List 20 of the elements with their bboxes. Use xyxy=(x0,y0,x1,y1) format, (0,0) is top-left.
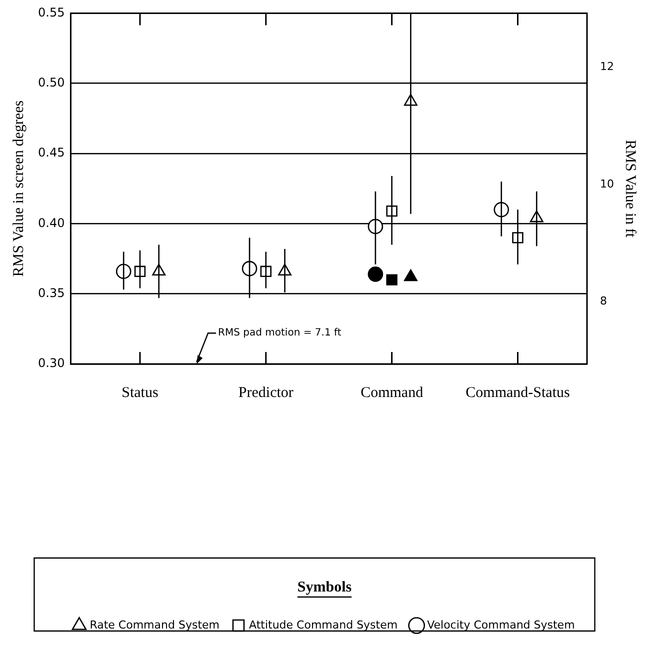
x-tick-label: Command-Status xyxy=(466,384,570,401)
x-tick-label: Command xyxy=(360,384,424,401)
x-tick-label: Predictor xyxy=(238,384,294,401)
legend-title: Symbols xyxy=(297,579,352,596)
y-tick-label: 0.55 xyxy=(38,5,65,20)
y-tick-label: 0.35 xyxy=(38,286,65,300)
y2-tick-label: 12 xyxy=(600,60,614,74)
y-tick-label: 0.50 xyxy=(38,75,65,90)
legend-label: Attitude Command System xyxy=(248,618,398,632)
legend-label: Rate Command System xyxy=(90,618,220,632)
y-axis-title: RMS Value in screen degrees xyxy=(10,100,27,277)
legend-label: Velocity Command System xyxy=(427,618,575,632)
y-tick-label: 0.40 xyxy=(38,216,65,230)
x-tick-label: Status xyxy=(122,384,158,401)
y2-axis-title: RMS Value in ft xyxy=(622,140,638,238)
y-tick-label: 0.30 xyxy=(38,356,65,370)
annotation: RMS pad motion = 7.1 ft xyxy=(218,328,342,339)
y2-tick-label: 8 xyxy=(600,294,608,308)
y2-tick-label: 10 xyxy=(600,177,614,190)
y-tick-label: 0.45 xyxy=(38,146,65,160)
